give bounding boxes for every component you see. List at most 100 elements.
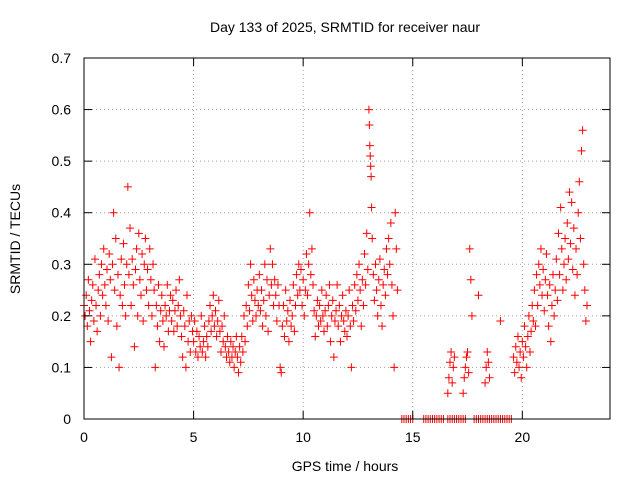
data-point <box>221 342 230 351</box>
data-point <box>223 332 232 341</box>
data-point <box>450 353 459 362</box>
data-point <box>236 358 245 367</box>
data-point <box>292 270 301 279</box>
data-point <box>570 291 579 300</box>
data-point <box>309 280 318 289</box>
data-point <box>214 296 223 305</box>
data-point <box>481 378 490 387</box>
data-point <box>341 306 350 315</box>
data-point <box>201 353 210 362</box>
data-point <box>84 275 93 284</box>
data-point <box>109 208 118 217</box>
data-point <box>263 275 272 284</box>
data-point <box>190 317 199 326</box>
data-point <box>363 265 372 274</box>
data-point <box>206 301 215 310</box>
data-point <box>243 322 252 331</box>
data-point <box>115 363 124 372</box>
data-point <box>393 286 402 295</box>
data-point <box>536 244 545 253</box>
data-point <box>366 162 375 171</box>
data-point <box>117 255 126 264</box>
plot-frame <box>83 57 611 420</box>
data-point <box>103 265 112 274</box>
data-point <box>82 291 91 300</box>
data-point <box>95 270 104 279</box>
data-point <box>333 280 342 289</box>
data-point <box>384 234 393 243</box>
data-point <box>385 260 394 269</box>
data-point <box>152 301 161 310</box>
y-tick-label: 0 <box>63 411 71 427</box>
data-point <box>93 327 102 336</box>
data-point <box>375 255 384 264</box>
data-point <box>545 280 554 289</box>
data-point <box>259 296 268 305</box>
data-point <box>461 363 470 372</box>
data-point <box>153 322 162 331</box>
data-point <box>519 353 528 362</box>
data-point <box>328 296 337 305</box>
data-point <box>90 255 99 264</box>
data-point <box>132 244 141 253</box>
data-point <box>180 322 189 331</box>
data-point <box>311 332 320 341</box>
data-point <box>323 322 332 331</box>
data-point <box>382 244 391 253</box>
data-point <box>204 317 213 326</box>
data-point <box>518 337 527 346</box>
data-point <box>546 337 555 346</box>
data-point <box>183 291 192 300</box>
data-point <box>157 291 166 300</box>
data-point <box>187 311 196 320</box>
data-point <box>380 265 389 274</box>
data-point <box>212 332 221 341</box>
data-point <box>155 337 164 346</box>
data-point <box>547 301 556 310</box>
data-point <box>376 301 385 310</box>
data-point <box>330 317 339 326</box>
data-point <box>246 260 255 269</box>
data-point <box>539 265 548 274</box>
data-point <box>113 270 122 279</box>
data-point <box>344 311 353 320</box>
data-point <box>121 311 130 320</box>
data-point <box>576 234 585 243</box>
data-point <box>177 332 186 341</box>
data-point <box>245 306 254 315</box>
data-point <box>550 311 559 320</box>
data-point <box>542 249 551 258</box>
data-point <box>233 353 242 362</box>
data-point <box>568 265 577 274</box>
data-point <box>318 311 327 320</box>
data-point <box>378 322 387 331</box>
data-point <box>465 244 474 253</box>
data-point <box>389 311 398 320</box>
data-point <box>101 301 110 310</box>
data-point <box>196 342 205 351</box>
data-point <box>202 332 211 341</box>
data-point <box>443 389 452 398</box>
data-point <box>338 291 347 300</box>
data-point <box>305 208 314 217</box>
data-point <box>315 301 324 310</box>
data-point <box>123 182 132 191</box>
data-point <box>348 301 357 310</box>
data-point <box>521 342 530 351</box>
data-point <box>359 301 368 310</box>
data-point <box>373 311 382 320</box>
data-point <box>554 229 563 238</box>
data-point <box>135 275 144 284</box>
data-point <box>100 280 109 289</box>
data-point <box>143 265 152 274</box>
data-point <box>356 286 365 295</box>
data-point <box>444 373 453 382</box>
data-point <box>218 322 227 331</box>
data-point <box>352 270 361 279</box>
data-point <box>112 322 121 331</box>
data-point <box>128 255 137 264</box>
data-point <box>577 146 586 155</box>
x-tick-label: 5 <box>190 429 198 445</box>
y-tick-label: 0.6 <box>52 102 72 118</box>
data-point <box>140 260 149 269</box>
